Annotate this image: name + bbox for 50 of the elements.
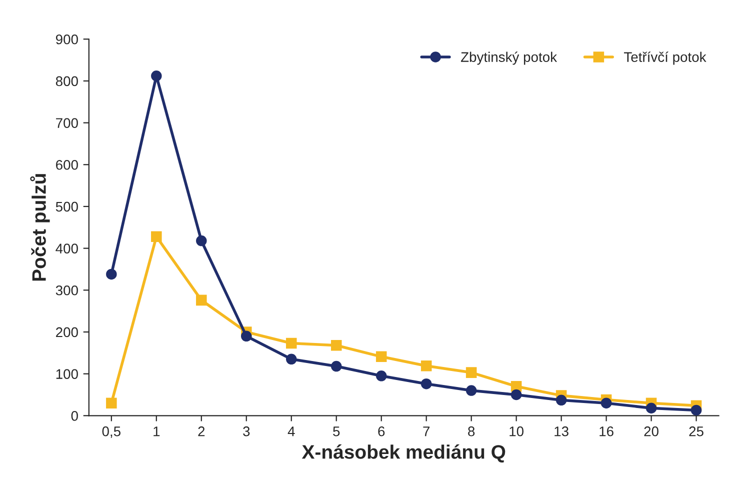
y-tick-label: 0: [71, 410, 78, 421]
x-tick-label: 10: [510, 426, 524, 436]
x-tick-label: 25: [689, 426, 704, 436]
y-tick-label: 100: [56, 369, 78, 379]
x-tick-label: 20: [644, 426, 658, 436]
point: [376, 351, 387, 362]
x-tick-label: 8: [468, 426, 475, 436]
point: [600, 398, 612, 408]
x-tick-label: 7: [423, 426, 430, 436]
x-axis-title: X-násobek mediánu Q: [302, 444, 506, 462]
y-tick-label: 200: [56, 327, 78, 338]
point: [151, 231, 162, 242]
point: [510, 389, 522, 400]
point: [466, 385, 477, 396]
point: [466, 367, 477, 378]
y-tick-label: 600: [56, 160, 78, 170]
x-tick-label: 13: [554, 426, 568, 436]
point: [330, 340, 342, 351]
x-tick-label: 0,5: [102, 426, 120, 438]
point: [151, 70, 162, 82]
x-tick-label: 3: [243, 426, 250, 436]
point: [420, 378, 432, 390]
point: [376, 370, 387, 382]
point: [420, 360, 432, 372]
legend-label: Zbytinský potok: [460, 52, 558, 65]
point: [286, 338, 297, 349]
x-tick-label: 6: [378, 426, 385, 436]
point: [196, 294, 207, 306]
point: [106, 268, 117, 280]
point: [690, 404, 702, 416]
x-tick-label: 5: [333, 426, 340, 436]
y-tick-label: 900: [56, 34, 78, 44]
x-tick-label: 16: [600, 426, 614, 436]
y-axis-title: Počet pulzů: [30, 174, 50, 281]
y-tick-label: 800: [56, 76, 78, 86]
y-tick-label: 500: [56, 202, 78, 212]
legend-label: Tetřívčí potok: [624, 52, 706, 65]
x-tick-label: 4: [288, 426, 295, 436]
x-tick-label: 1: [154, 426, 160, 436]
y-tick-label: 700: [56, 118, 78, 128]
point: [196, 235, 207, 246]
point: [106, 398, 117, 408]
y-tick-label: 400: [56, 244, 78, 254]
point: [646, 402, 657, 414]
point: [330, 360, 342, 372]
point: [286, 354, 297, 365]
y-tick-label: 300: [56, 285, 78, 296]
point: [241, 330, 252, 342]
point: [556, 394, 567, 406]
x-tick-label: 2: [198, 426, 205, 436]
